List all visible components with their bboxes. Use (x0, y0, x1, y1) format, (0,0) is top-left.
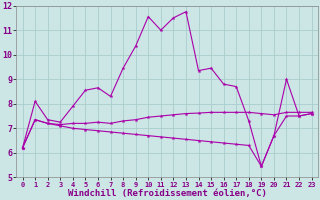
X-axis label: Windchill (Refroidissement éolien,°C): Windchill (Refroidissement éolien,°C) (68, 189, 267, 198)
